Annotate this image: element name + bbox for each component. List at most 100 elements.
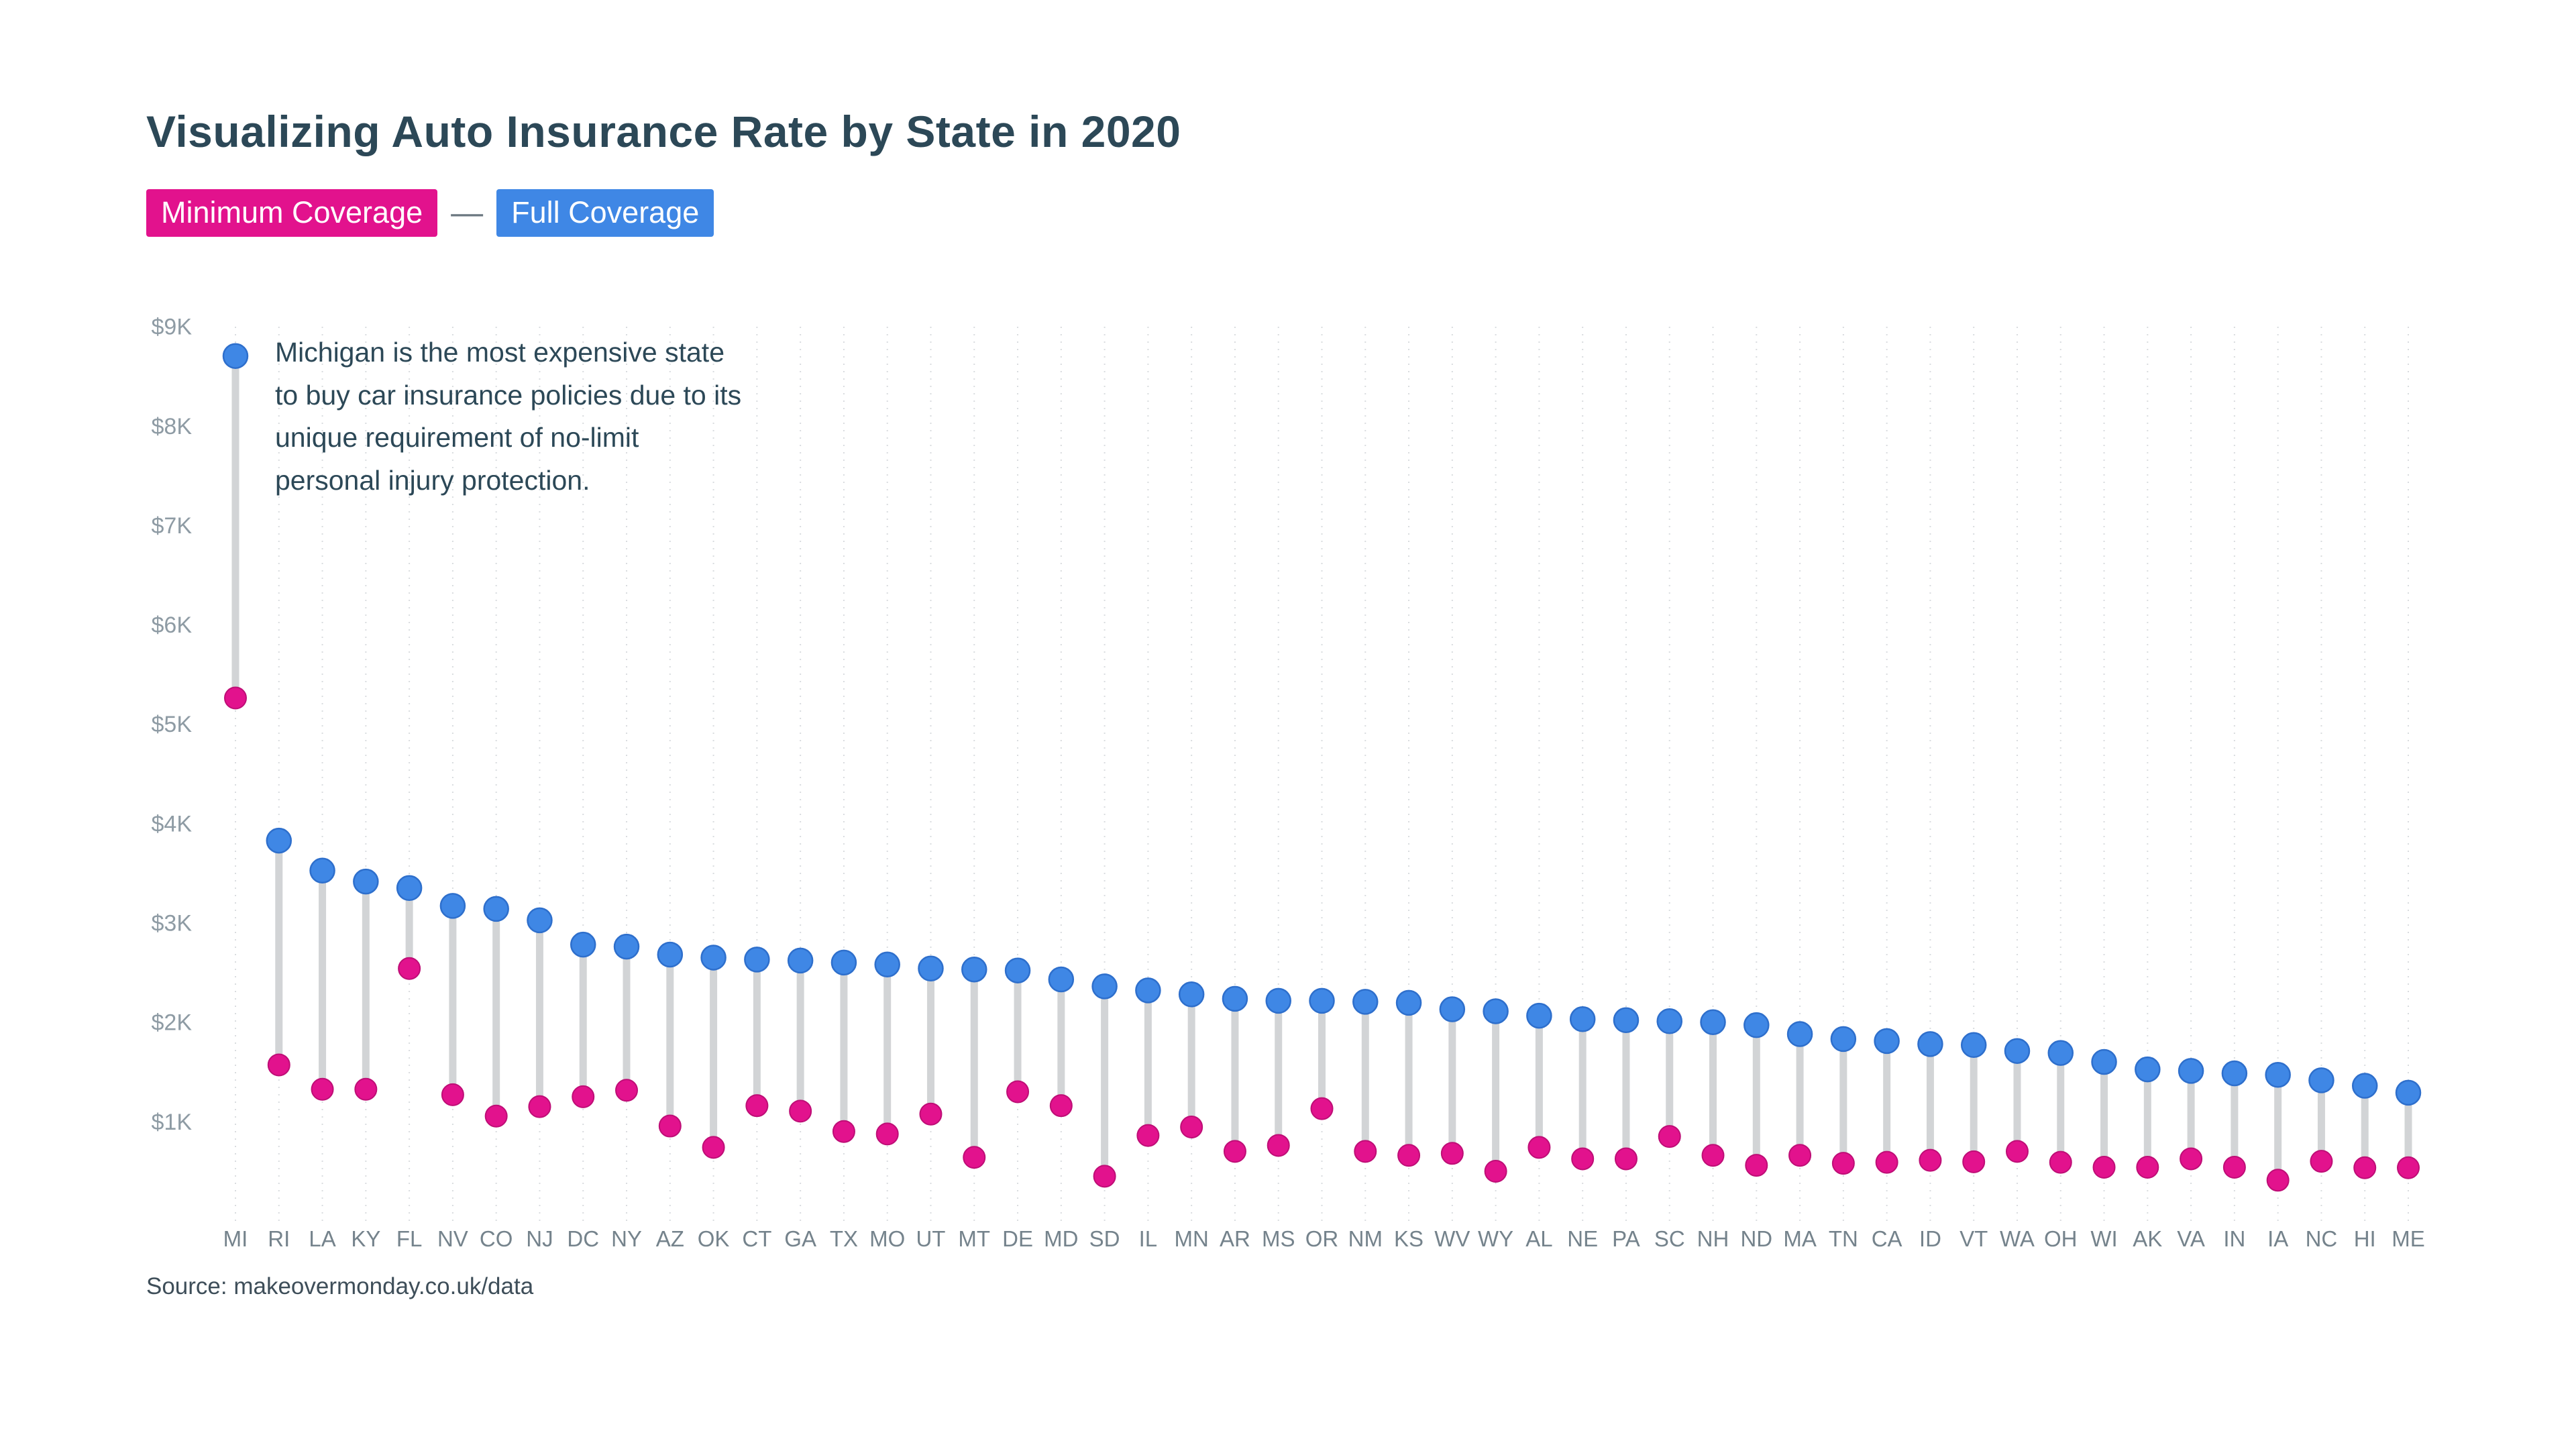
legend-minimum-coverage[interactable]: Minimum Coverage — [146, 189, 438, 237]
minimum-coverage-dot[interactable] — [789, 1099, 812, 1123]
full-coverage-dot[interactable] — [1743, 1012, 1770, 1038]
full-coverage-dot[interactable] — [787, 947, 814, 974]
minimum-coverage-dot[interactable] — [2005, 1140, 2029, 1163]
full-coverage-dot[interactable] — [1265, 987, 1291, 1014]
full-coverage-dot[interactable] — [266, 827, 292, 854]
full-coverage-dot[interactable] — [1656, 1008, 1682, 1034]
minimum-coverage-dot[interactable] — [1440, 1142, 1464, 1165]
minimum-coverage-dot[interactable] — [398, 957, 421, 980]
full-coverage-dot[interactable] — [918, 955, 944, 981]
full-coverage-dot[interactable] — [1004, 957, 1031, 983]
full-coverage-dot[interactable] — [613, 933, 640, 960]
full-coverage-dot[interactable] — [961, 956, 987, 983]
legend-full-coverage[interactable]: Full Coverage — [496, 189, 714, 237]
minimum-coverage-dot[interactable] — [224, 686, 247, 710]
full-coverage-dot[interactable] — [483, 896, 509, 922]
minimum-coverage-dot[interactable] — [1831, 1152, 1855, 1175]
full-coverage-dot[interactable] — [1526, 1002, 1552, 1029]
full-coverage-dot[interactable] — [830, 949, 857, 976]
minimum-coverage-dot[interactable] — [2092, 1156, 2116, 1179]
full-coverage-dot[interactable] — [2047, 1040, 2074, 1066]
full-coverage-dot[interactable] — [2308, 1067, 2334, 1093]
minimum-coverage-dot[interactable] — [1397, 1144, 1421, 1167]
minimum-coverage-dot[interactable] — [311, 1077, 334, 1101]
minimum-coverage-dot[interactable] — [267, 1053, 290, 1077]
full-coverage-dot[interactable] — [222, 343, 249, 369]
full-coverage-dot[interactable] — [1830, 1026, 1857, 1053]
minimum-coverage-dot[interactable] — [1093, 1165, 1116, 1188]
minimum-coverage-dot[interactable] — [1919, 1148, 1942, 1172]
minimum-coverage-dot[interactable] — [441, 1083, 464, 1106]
full-coverage-dot[interactable] — [2221, 1060, 2248, 1087]
minimum-coverage-dot[interactable] — [1267, 1134, 1290, 1157]
full-coverage-dot[interactable] — [2265, 1062, 2291, 1088]
full-coverage-dot[interactable] — [309, 857, 335, 884]
full-coverage-dot[interactable] — [2135, 1056, 2161, 1083]
minimum-coverage-dot[interactable] — [1701, 1144, 1725, 1167]
minimum-coverage-dot[interactable] — [528, 1095, 551, 1118]
full-coverage-dot[interactable] — [1786, 1021, 1813, 1047]
full-coverage-dot[interactable] — [1352, 989, 1379, 1015]
full-coverage-dot[interactable] — [1874, 1028, 1900, 1055]
minimum-coverage-dot[interactable] — [1354, 1140, 1377, 1163]
full-coverage-dot[interactable] — [353, 868, 379, 895]
minimum-coverage-dot[interactable] — [658, 1114, 682, 1138]
minimum-coverage-dot[interactable] — [919, 1102, 943, 1126]
minimum-coverage-dot[interactable] — [1875, 1150, 1898, 1174]
minimum-coverage-dot[interactable] — [875, 1122, 899, 1146]
minimum-coverage-dot[interactable] — [1571, 1147, 1595, 1171]
full-coverage-dot[interactable] — [1222, 985, 1248, 1012]
full-coverage-dot[interactable] — [874, 951, 900, 978]
full-coverage-dot[interactable] — [2004, 1038, 2031, 1064]
full-coverage-dot[interactable] — [2395, 1079, 2422, 1106]
full-coverage-dot[interactable] — [1439, 996, 1466, 1022]
minimum-coverage-dot[interactable] — [1658, 1125, 1681, 1148]
minimum-coverage-dot[interactable] — [832, 1120, 855, 1143]
full-coverage-dot[interactable] — [1960, 1032, 1987, 1059]
minimum-coverage-dot[interactable] — [1180, 1116, 1203, 1139]
full-coverage-dot[interactable] — [1569, 1006, 1596, 1032]
full-coverage-dot[interactable] — [1135, 977, 1161, 1004]
full-coverage-dot[interactable] — [657, 941, 684, 968]
minimum-coverage-dot[interactable] — [1962, 1150, 1986, 1173]
minimum-coverage-dot[interactable] — [2397, 1156, 2420, 1179]
full-coverage-dot[interactable] — [1091, 973, 1118, 1000]
minimum-coverage-dot[interactable] — [745, 1094, 769, 1118]
full-coverage-dot[interactable] — [1613, 1007, 1640, 1034]
minimum-coverage-dot[interactable] — [1136, 1124, 1160, 1147]
minimum-coverage-dot[interactable] — [2310, 1150, 2333, 1173]
full-coverage-dot[interactable] — [570, 931, 596, 958]
minimum-coverage-dot[interactable] — [2180, 1147, 2203, 1171]
full-coverage-dot[interactable] — [1178, 981, 1205, 1008]
minimum-coverage-dot[interactable] — [2353, 1156, 2377, 1179]
minimum-coverage-dot[interactable] — [484, 1104, 508, 1128]
minimum-coverage-dot[interactable] — [1049, 1094, 1073, 1118]
minimum-coverage-dot[interactable] — [1527, 1136, 1551, 1159]
full-coverage-dot[interactable] — [2351, 1073, 2378, 1099]
minimum-coverage-dot[interactable] — [2049, 1150, 2072, 1174]
minimum-coverage-dot[interactable] — [1484, 1159, 1507, 1183]
minimum-coverage-dot[interactable] — [1006, 1080, 1030, 1104]
full-coverage-dot[interactable] — [1700, 1009, 1726, 1035]
full-coverage-dot[interactable] — [1309, 987, 1335, 1014]
full-coverage-dot[interactable] — [1483, 998, 1509, 1024]
minimum-coverage-dot[interactable] — [1788, 1144, 1812, 1167]
full-coverage-dot[interactable] — [744, 947, 770, 973]
minimum-coverage-dot[interactable] — [2136, 1156, 2159, 1179]
minimum-coverage-dot[interactable] — [1614, 1147, 1638, 1171]
full-coverage-dot[interactable] — [1048, 966, 1075, 993]
minimum-coverage-dot[interactable] — [1745, 1154, 1768, 1177]
full-coverage-dot[interactable] — [439, 893, 466, 919]
minimum-coverage-dot[interactable] — [354, 1077, 378, 1101]
minimum-coverage-dot[interactable] — [2222, 1156, 2246, 1179]
minimum-coverage-dot[interactable] — [615, 1079, 639, 1102]
full-coverage-dot[interactable] — [2091, 1049, 2117, 1075]
minimum-coverage-dot[interactable] — [1310, 1097, 1334, 1120]
minimum-coverage-dot[interactable] — [1223, 1140, 1246, 1163]
minimum-coverage-dot[interactable] — [2266, 1169, 2290, 1192]
full-coverage-dot[interactable] — [1917, 1031, 1943, 1057]
minimum-coverage-dot[interactable] — [702, 1136, 725, 1159]
full-coverage-dot[interactable] — [700, 945, 727, 971]
minimum-coverage-dot[interactable] — [963, 1146, 986, 1169]
full-coverage-dot[interactable] — [1395, 989, 1422, 1016]
